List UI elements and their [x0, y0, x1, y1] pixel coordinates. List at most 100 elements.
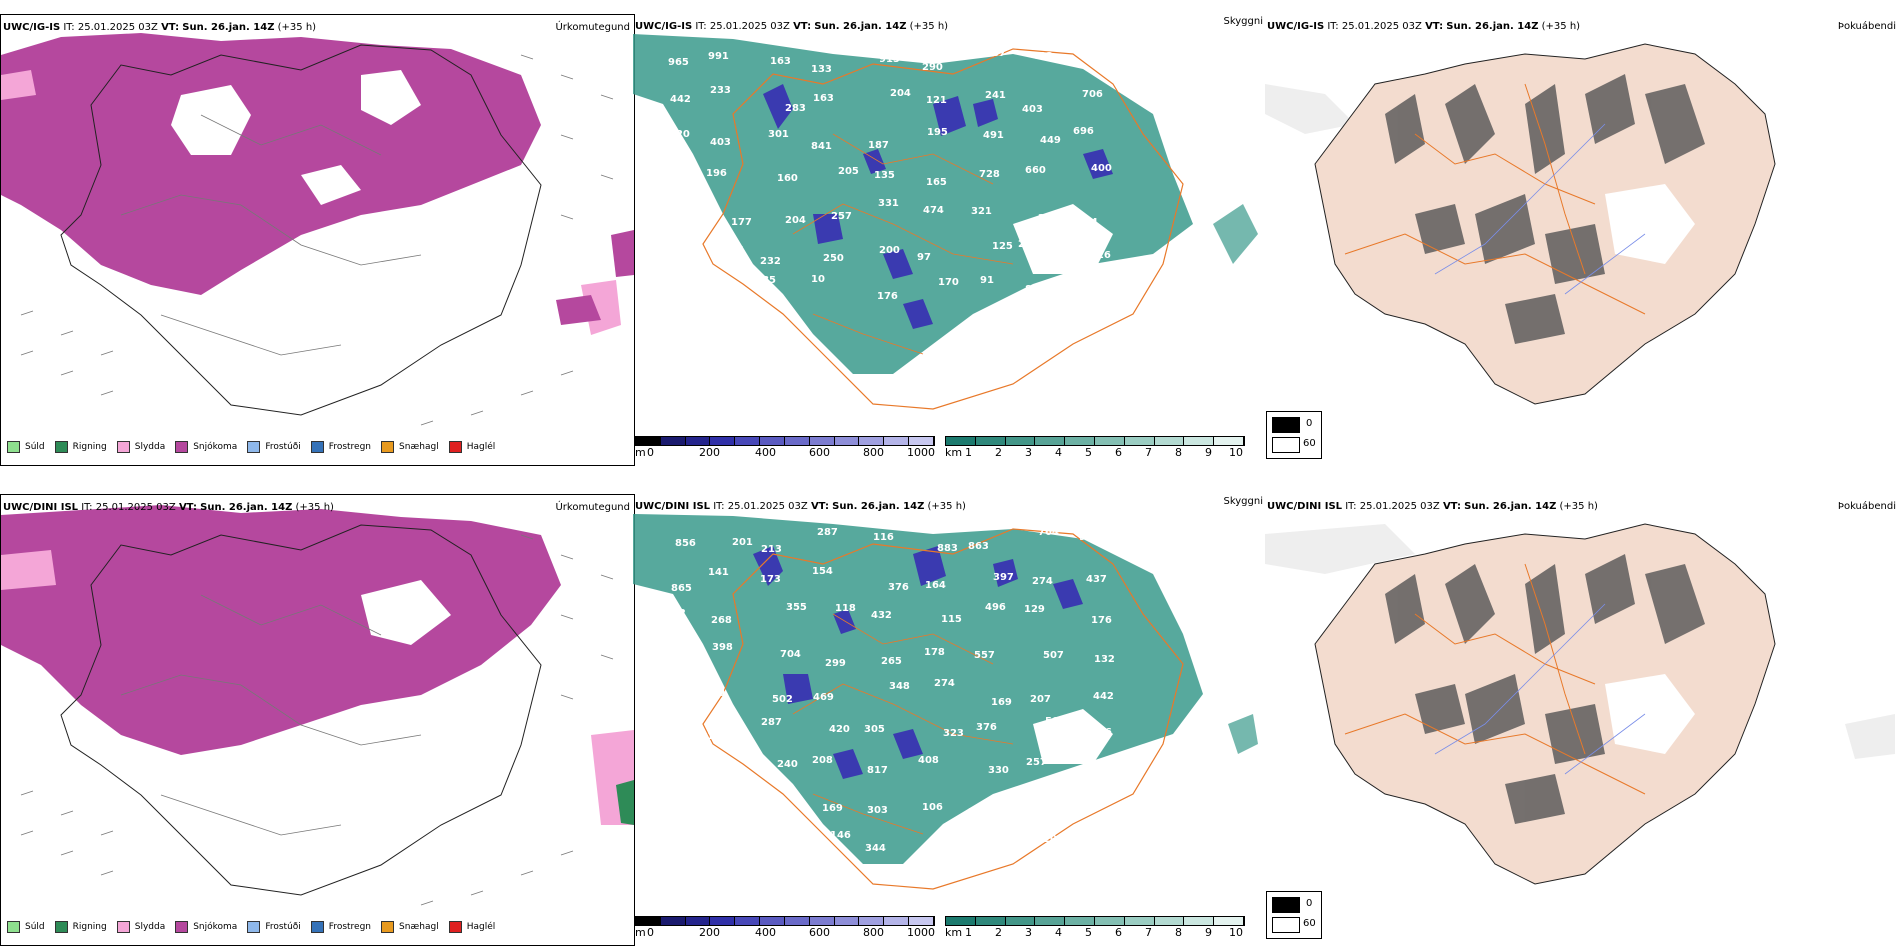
cloudbase-label: 408: [918, 755, 939, 766]
cloudbase-label: 397: [993, 572, 1014, 583]
cloudbase-labels: 965 991 163 133 915 290 187 403 566 442 233 283 163 2…: [653, 48, 1112, 329]
cloudbase-label: 376: [888, 582, 909, 593]
cloudbase-label: 415: [721, 793, 742, 804]
legend-item: Súld: [7, 921, 45, 933]
cloudbase-label: 557: [974, 650, 995, 661]
cloudbase-patches: [753, 546, 1083, 779]
cloudbase-label: 244: [1077, 217, 1098, 228]
fog-panel-row2: UWC/DINI ISL IT: 25.01.2025 03Z VT: Sun.…: [1265, 494, 1900, 944]
cloudbase-label: 764: [1038, 527, 1059, 538]
colorbar-segment: [1065, 437, 1095, 445]
colorbar-segment: [859, 437, 885, 445]
cloudbase-tick: 800: [863, 446, 884, 459]
cloudbase-label: 660: [1025, 165, 1046, 176]
colorbar-segment: [975, 437, 1006, 445]
cloudbase-tick: 200: [699, 446, 720, 459]
cloudbase-label: 146: [830, 830, 851, 841]
cloudbase-label: 195: [927, 127, 948, 138]
cloudbase-label: 205: [838, 166, 859, 177]
cloudbase-label: 75: [782, 874, 796, 885]
cloudbase-label: 704: [780, 649, 801, 660]
cloudbase-label: 41: [671, 871, 685, 882]
cloudbase-label: 474: [923, 205, 944, 216]
cloud-map-row1: 965 991 163 133 915 290 187 403 566 442 233 283 163 2…: [633, 34, 1258, 410]
cloudbase-label: 20: [711, 688, 725, 699]
cloudbase-label: 865: [671, 583, 692, 594]
cloudbase-label: 88: [660, 318, 674, 329]
cloudbase-label: 90: [922, 846, 936, 857]
visibility-tick: 5: [1085, 926, 1092, 939]
cloudbase-label: 289: [1038, 213, 1059, 224]
cloudbase-label: 91: [980, 275, 994, 286]
cloudbase-label: 240: [777, 759, 798, 770]
colorbar-segment: [884, 437, 910, 445]
visibility-tick: 2: [995, 446, 1002, 459]
colorbar-segment: [809, 917, 835, 925]
cloudbase-label: 233: [710, 85, 731, 96]
cloudbase-label: 290: [922, 62, 943, 73]
cloudbase-label: 73: [762, 312, 776, 323]
cloudbase-label: 169: [822, 803, 843, 814]
cloud-map-row2: 856 201 213 287 116 883 863 764 939 865 141 173 154 3…: [633, 514, 1258, 890]
legend-item: Snæhagl: [381, 921, 439, 933]
fog-shading: [1385, 74, 1705, 344]
cloudbase-label: 178: [924, 647, 945, 658]
cloudbase-label: 403: [710, 137, 731, 148]
cloud-title-row1: Skyggni: [1223, 16, 1263, 27]
legend-item: Súld: [7, 441, 45, 453]
colorbar-segment: [636, 917, 661, 925]
cloudbase-label: 133: [811, 64, 832, 75]
cloudbase-label: 274: [934, 678, 955, 689]
cloudbase-label: 207: [1043, 834, 1064, 845]
cloudbase-label: 257: [1026, 757, 1047, 768]
cloudbase-label: 696: [1073, 126, 1094, 137]
cloudbase-label: 164: [925, 580, 946, 591]
colorbar-segment: [1005, 437, 1036, 445]
cloudbase-label: 169: [991, 697, 1012, 708]
cloudbase-label: 318: [761, 799, 782, 810]
cloudbase-label: 442: [1093, 691, 1114, 702]
precip-panel-row2: UWC/DINI ISL IT: 25.01.2025 03Z VT: Sun.…: [0, 494, 635, 946]
legend-item: Rigning: [54, 921, 107, 933]
legend-item: Slydda: [116, 441, 165, 453]
cloudbase-label: 449: [1040, 135, 1061, 146]
snow-area: [1, 33, 541, 295]
cloudbase-label: 207: [1030, 694, 1051, 705]
visibility-colorbar-row1: km 1 2 3 4 5 6 7 8 9 10: [945, 436, 1245, 460]
cloudbase-label: 100: [656, 650, 677, 661]
cloudbase-label: 250: [823, 253, 844, 264]
legend-item: Frostregn: [310, 441, 371, 453]
precip-header-row2: UWC/DINI ISL IT: 25.01.2025 03Z VT: Sun.…: [3, 502, 334, 513]
cloudbase-label: 135: [874, 170, 895, 181]
legend-item: Haglél: [448, 921, 495, 933]
cloudbase-labels: 856 201 213 287 116 883 863 764 939 865 141 173 154 3…: [656, 527, 1115, 885]
colorbar-segment: [975, 917, 1006, 925]
cloudbase-label: 856: [675, 538, 696, 549]
visibility-tick: 8: [1175, 926, 1182, 939]
cloudbase-label: 323: [943, 728, 964, 739]
cloudbase-label: 496: [985, 602, 1006, 613]
visibility-tick: 5: [1085, 446, 1092, 459]
cloudbase-label: 180: [707, 731, 728, 742]
cloudbase-label: 141: [708, 567, 729, 578]
precip-title-row1: Úrkomutegund: [555, 22, 630, 33]
cloudbase-label: 163: [813, 93, 834, 104]
cloudbase-label: 213: [761, 544, 782, 555]
cloudbase-label: 320: [669, 129, 690, 140]
visibility-unit: km: [945, 926, 963, 939]
cloudbase-tick: 600: [809, 446, 830, 459]
cloudbase-label: 376: [976, 722, 997, 733]
fog-legend-label: 0: [1306, 898, 1313, 909]
coastline: [60, 524, 542, 896]
visibility-colorbar-strip: [945, 916, 1245, 926]
fog-header-row2: UWC/DINI ISL IT: 25.01.2025 03Z VT: Sun.…: [1267, 501, 1598, 512]
cloudbase-label: 176: [1091, 615, 1112, 626]
colorbar-segment: [1094, 437, 1125, 445]
cloudbase-label: 915: [879, 54, 900, 65]
cloud-panel-row1: 965 991 163 133 915 290 187 403 566 442 233 283 163 2…: [633, 14, 1265, 464]
colorbar-segment: [1065, 917, 1095, 925]
cloudbase-label: 87: [729, 315, 743, 326]
cloudbase-label: 863: [968, 541, 989, 552]
cloudbase-label: 303: [867, 805, 888, 816]
cloudbase-label: 502: [1045, 716, 1066, 727]
